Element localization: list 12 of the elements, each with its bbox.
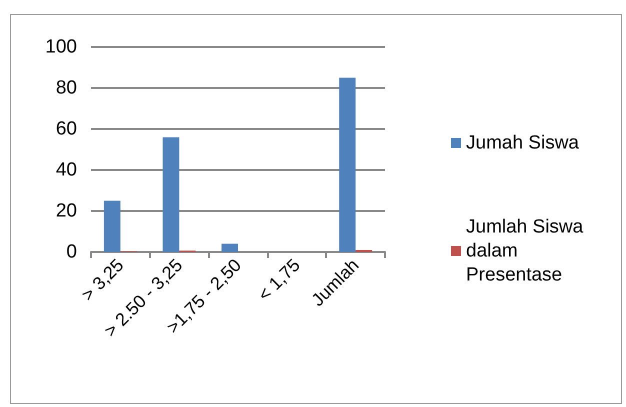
y-tick-label: 0 [66,242,77,262]
legend-label: Jumlah Siswa dalam Presentase [466,216,588,286]
y-tick-label: 40 [56,160,77,180]
y-tick-label: 80 [56,78,77,98]
legend-label: Jumah Siswa [466,132,580,154]
bar [104,200,120,252]
bar [339,78,356,252]
y-tick-label: 20 [56,200,77,222]
bar [162,137,180,252]
y-tick-label: 100 [45,36,77,58]
y-tick-label: 60 [56,118,77,140]
bar [222,244,238,252]
